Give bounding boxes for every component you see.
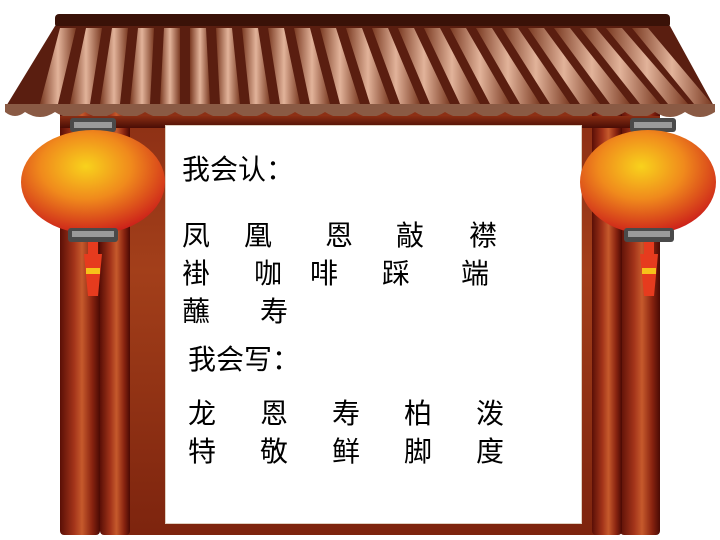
write-char: 鲜 — [332, 435, 361, 468]
write-row-1: 龙 恩 寿 柏 泼 — [188, 400, 528, 430]
write-char: 柏 — [404, 397, 433, 430]
roof — [5, 14, 715, 128]
right-lantern-icon — [580, 118, 716, 296]
read-char: 啡 — [310, 257, 339, 290]
read-row-1: 凤 凰 恩 敲 襟 — [182, 222, 522, 252]
read-row-3: 蘸 寿 — [182, 298, 522, 328]
read-char: 恩 — [325, 219, 354, 252]
read-char: 咖 — [254, 257, 283, 290]
read-char: 褂 — [182, 257, 211, 290]
write-char: 龙 — [188, 397, 217, 430]
write-char: 泼 — [476, 397, 505, 430]
read-char: 踩 — [382, 257, 411, 290]
write-char: 寿 — [332, 397, 361, 430]
read-row-2: 褂 咖 啡 踩 端 — [182, 260, 522, 290]
read-char: 敲 — [396, 219, 425, 252]
text-board — [165, 125, 582, 524]
write-char: 敬 — [260, 435, 289, 468]
write-row-2: 特 敬 鲜 脚 度 — [188, 438, 528, 468]
write-char: 度 — [476, 435, 505, 468]
write-char: 特 — [188, 435, 217, 468]
read-char: 襟 — [469, 219, 498, 252]
read-char: 蘸 — [182, 295, 211, 328]
read-heading: 我会认： — [182, 153, 295, 186]
write-char: 恩 — [260, 397, 289, 430]
write-char: 脚 — [404, 435, 433, 468]
read-char: 寿 — [260, 295, 289, 328]
read-char: 凰 — [244, 219, 273, 252]
read-char: 端 — [461, 257, 490, 290]
read-char: 凤 — [182, 219, 211, 252]
left-lantern-icon — [21, 118, 165, 296]
write-heading: 我会写： — [188, 343, 301, 376]
